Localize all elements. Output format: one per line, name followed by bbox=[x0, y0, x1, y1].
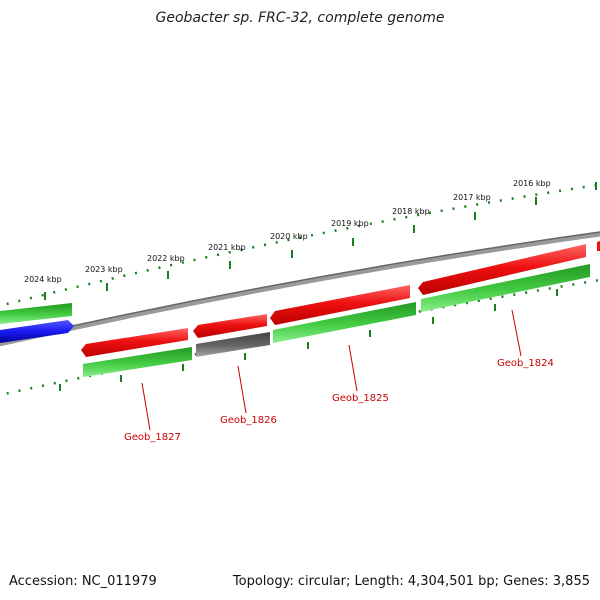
map-title: Geobacter sp. FRC-32, complete genome bbox=[155, 10, 445, 26]
gene-geob-1827-forward bbox=[81, 328, 188, 357]
kbp-label: 2022 kbp bbox=[147, 254, 185, 263]
inner-scale-ticks bbox=[59, 289, 558, 391]
gene-label-geob-1825: Geob_1825 bbox=[332, 393, 389, 404]
gene-geob-1826-forward bbox=[193, 314, 267, 338]
gene-geob-1826-reverse bbox=[196, 332, 270, 357]
inner-scale-ring bbox=[0, 278, 600, 397]
kbp-label: 2023 kbp bbox=[85, 265, 123, 274]
gene-edge-partial bbox=[597, 241, 600, 251]
gene-label-geob-1827: Geob_1827 bbox=[124, 432, 181, 443]
kbp-label: 2019 kbp bbox=[331, 219, 369, 228]
accession-text: Accession: NC_011979 bbox=[9, 574, 157, 589]
gene-geob-1825-reverse bbox=[273, 302, 416, 343]
kbp-label: 2020 kbp bbox=[270, 232, 308, 241]
gene-geob-1824-reverse bbox=[421, 264, 590, 312]
kbp-label: 2017 kbp bbox=[453, 193, 491, 202]
outer-scale-ticks bbox=[44, 182, 597, 300]
kbp-label: 2021 kbp bbox=[208, 243, 246, 252]
gene-label-geob-1826: Geob_1826 bbox=[220, 415, 277, 426]
gene-geob-1827-reverse bbox=[83, 347, 192, 377]
kbp-label: 2024 kbp bbox=[24, 275, 62, 284]
gene-green-partial bbox=[0, 303, 72, 324]
topology-text: Topology: circular; Length: 4,304,501 bp… bbox=[232, 574, 590, 589]
kbp-label: 2016 kbp bbox=[513, 179, 551, 188]
gene-leader-lines bbox=[141, 309, 522, 431]
genome-backbone bbox=[0, 231, 600, 347]
gene-blue-partial bbox=[0, 320, 74, 343]
gene-geob-1825-forward bbox=[270, 285, 410, 325]
gene-geob-1824-forward bbox=[418, 244, 586, 295]
gene-label-geob-1824: Geob_1824 bbox=[497, 358, 554, 369]
kbp-label: 2018 kbp bbox=[392, 207, 430, 216]
